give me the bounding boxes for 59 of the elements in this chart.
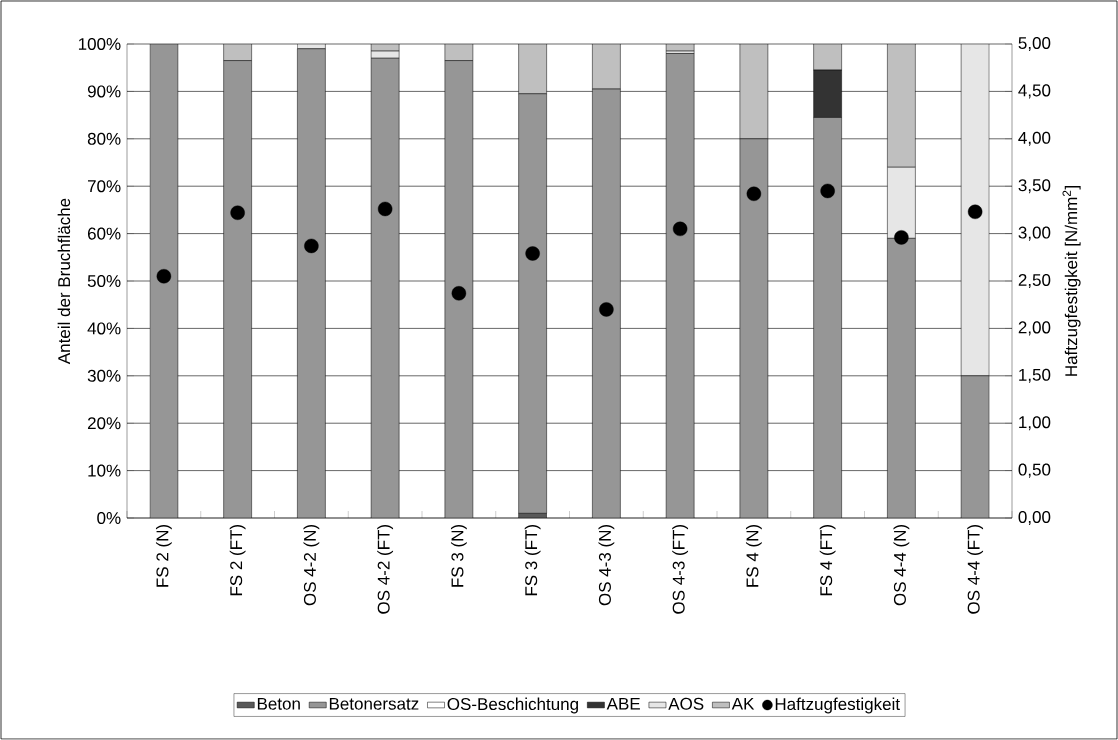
x-tick-label: FS 3 (FT)	[524, 524, 541, 596]
bar	[739, 44, 769, 140]
y2-tick-label: 3,50	[1018, 179, 1051, 194]
legend-label: Beton	[257, 697, 300, 710]
x-tick-label: FS 2 (N)	[155, 524, 172, 587]
y-axis-title: Anteil der Bruchfläche	[57, 198, 71, 365]
y2-axis-title: Haftzugfestigkeit [N/mm$^{2}$]	[1062, 186, 1081, 376]
y-tick-label: 40%	[87, 322, 121, 335]
y-tick-label: 50%	[87, 274, 121, 288]
y2-tick-label: 1,00	[1019, 416, 1051, 431]
y2-tick-label: 5,00	[1018, 36, 1051, 52]
y-tick-label: 90%	[87, 85, 121, 98]
x-tick-label: FS 4 (FT)	[819, 524, 836, 596]
y-tick-label: 0%	[97, 511, 121, 525]
y-tick-label: 80%	[87, 132, 121, 145]
x-tick-label: OS 4-4 (N)	[893, 524, 910, 606]
point	[304, 238, 319, 254]
y-tick-label: 70%	[87, 180, 121, 193]
point	[599, 302, 614, 317]
y2-tick-label: 0,50	[1018, 463, 1051, 478]
legend-label: AK	[731, 697, 755, 710]
x-tick-label: OS 4-3 (FT)	[672, 524, 689, 614]
y-tick-label: 10%	[88, 464, 121, 477]
x-tick-label: OS 4-2 (N)	[303, 524, 320, 606]
y-tick-label: 60%	[87, 227, 121, 240]
y2-tick-label: 4,50	[1018, 84, 1051, 99]
x-tick-label: FS 4 (N)	[745, 524, 762, 587]
point	[967, 204, 983, 219]
y2-tick-label: 1,50	[1019, 368, 1051, 383]
y2-tick-label: 2,50	[1018, 273, 1051, 289]
y2-tick-label: 0,00	[1018, 510, 1051, 526]
point	[377, 201, 393, 217]
y2-tick-label: 3,00	[1018, 226, 1051, 241]
point	[746, 186, 762, 201]
point	[156, 269, 172, 284]
point	[451, 286, 467, 301]
bar	[592, 44, 621, 90]
point	[672, 221, 688, 237]
x-tick-label: FS 3 (N)	[450, 524, 467, 587]
point	[525, 246, 540, 261]
bar	[518, 44, 547, 95]
legend-label: Betonersatz	[329, 697, 419, 710]
point	[894, 230, 909, 245]
x-tick-label: OS 4-2 (FT)	[377, 524, 394, 614]
y-tick-label: 30%	[87, 369, 121, 382]
x-tick-label: OS 4-3 (N)	[598, 524, 615, 606]
y-tick-label: 100%	[78, 37, 121, 51]
legend-label: Haftzugfestigkeit	[775, 697, 900, 714]
y2-tick-label: 2,00	[1018, 321, 1051, 336]
bar	[887, 44, 916, 168]
x-tick-label: OS 4-4 (FT)	[967, 524, 984, 614]
legend-label: ABE	[606, 697, 640, 710]
legend-label: AOS	[668, 697, 704, 710]
legend-label: OS-Beschichtung	[447, 697, 578, 714]
y2-tick-label: 4,00	[1018, 131, 1051, 146]
x-tick-label: FS 2 (FT)	[229, 524, 246, 596]
point	[820, 183, 835, 199]
y-tick-label: 20%	[87, 417, 121, 430]
point	[230, 205, 245, 220]
